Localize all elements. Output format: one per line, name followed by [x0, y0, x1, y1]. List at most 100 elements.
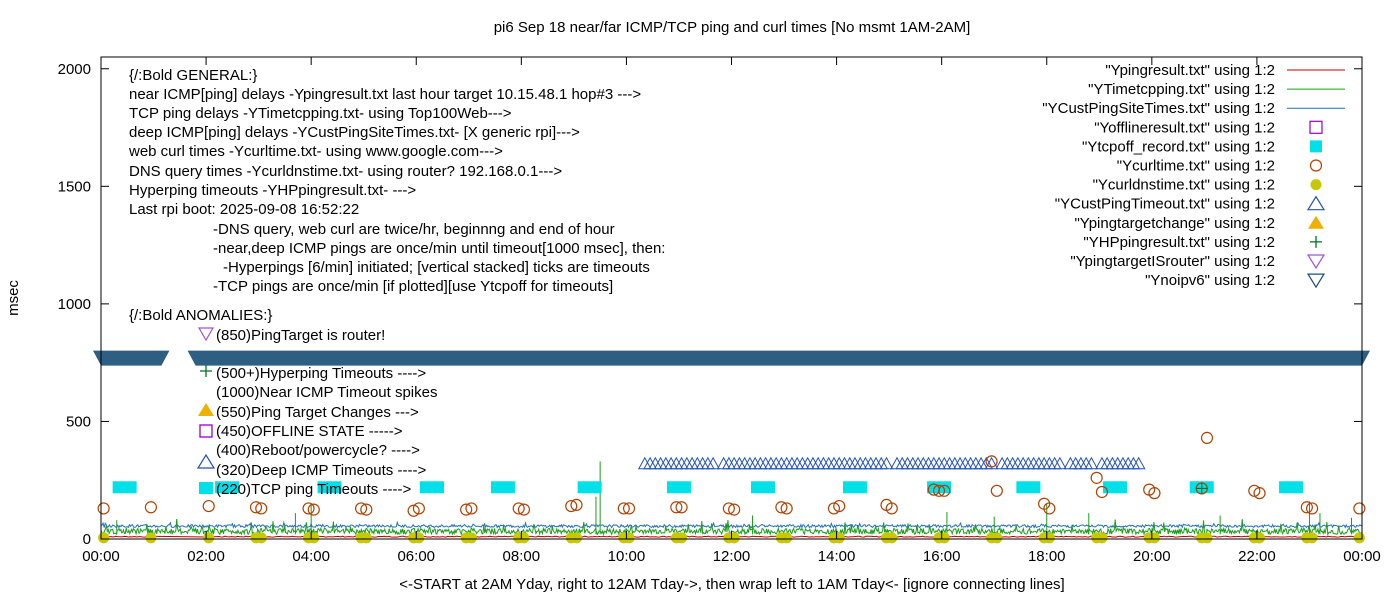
annotation-text: Last rpi boot: 2025-09-08 16:52:22	[129, 201, 359, 218]
x-tick-label: 18:00	[1028, 548, 1066, 565]
ytcpoff-point	[842, 481, 867, 494]
ytcpoff-point	[577, 481, 602, 494]
ycurltime-point	[302, 502, 315, 515]
ycurldnstime-point	[1201, 532, 1213, 544]
y-axis-label: msec	[5, 280, 22, 316]
ytcpoff-point	[751, 481, 776, 494]
x-tick-label: 02:00	[187, 548, 225, 565]
legend-marker-filled-circle	[1310, 179, 1322, 191]
annotation-text: TCP ping delays -YTimetcpping.txt- using…	[129, 105, 512, 122]
ycurldnstime-point	[623, 532, 635, 544]
ytcpoff-point	[666, 481, 691, 494]
ycurltime-point	[722, 502, 735, 515]
annotation-text: near ICMP[ping] delays -Ypingresult.txt …	[129, 86, 641, 103]
ytcpoff-point	[490, 481, 515, 494]
legend-label: "YTimetcpping.txt" using 1:2	[1088, 81, 1275, 98]
ycurltime-point	[354, 502, 368, 515]
ycurltime-point	[517, 503, 531, 516]
ycurldnstime-point	[1306, 532, 1318, 544]
ycurldnstime-point	[1254, 532, 1266, 544]
ycurltime-point	[885, 502, 898, 515]
ycurltime-point	[622, 502, 636, 515]
anno-offline-icon	[199, 424, 213, 438]
x-tick-label: 04:00	[292, 548, 330, 565]
ycurltime-point	[512, 502, 525, 515]
annotation-text: (550)Ping Target Changes --->	[216, 404, 419, 421]
y-tick-label: 1500	[58, 178, 91, 195]
legend-marker-open-down-triangle	[1306, 273, 1326, 289]
x-tick-label: 16:00	[923, 548, 961, 565]
x-tick-label: 14:00	[818, 548, 856, 565]
y-tick-label: 1000	[58, 296, 91, 313]
annotation-text: DNS query times -Ycurldnstime.txt- using…	[129, 163, 562, 180]
legend-label: "YHPpingresult.txt" using 1:2	[1083, 234, 1275, 251]
legend-label: "Ycurldnstime.txt" using 1:2	[1093, 177, 1275, 194]
ycurltime-point	[144, 501, 158, 514]
legend-label: "Yofflineresult.txt" using 1:2	[1094, 119, 1275, 136]
x-tick-label: 12:00	[713, 548, 751, 565]
annotation-text: (320)Deep ICMP Timeouts ---->	[216, 462, 426, 479]
ycurltime-point	[670, 501, 683, 514]
marks-layer	[93, 350, 1371, 544]
x-tick-label: 06:00	[397, 548, 435, 565]
ycurltime-point	[990, 484, 1003, 497]
ycurltime-point	[407, 504, 420, 517]
ycurltime-point	[780, 502, 793, 515]
ycurltime-point	[460, 503, 473, 516]
ycurltime-point	[1300, 501, 1313, 514]
ytcpoff-point	[215, 481, 240, 494]
ycurltime-point	[465, 502, 478, 515]
ycurltime-point	[833, 499, 846, 513]
ycurldnstime-point	[203, 532, 215, 544]
ycurldnstime-point	[1353, 532, 1365, 544]
ycurltime-point	[255, 502, 268, 515]
ycurltime-point	[1148, 487, 1161, 500]
legend-label: "Ynoipv6" using 1:2	[1145, 272, 1275, 289]
legend-label: "Ypingresult.txt" using 1:2	[1105, 62, 1275, 79]
ynoipv6-band-right	[187, 350, 1371, 366]
annotation-text: -DNS query, web curl are twice/hr, begin…	[213, 221, 615, 238]
ycurltime-point	[249, 501, 263, 514]
ycurltime-point	[1305, 502, 1319, 515]
annotation-text: (450)OFFLINE STATE ----->	[216, 423, 403, 440]
annotation-text: Hyperping timeouts -YHPpingresult.txt- -…	[129, 182, 416, 199]
ycurldnstime-point	[728, 532, 740, 544]
ycurltime-point	[728, 503, 741, 516]
ycurldnstime-point	[1043, 532, 1055, 544]
y-tick-label: 500	[66, 413, 91, 430]
ycurltime-point	[617, 502, 630, 515]
ytcpoff-point	[1279, 481, 1304, 494]
ycustpingsitetimes-series-line	[100, 520, 1363, 529]
legend-marker-open-circle	[1309, 159, 1323, 172]
ycurltime-point	[202, 499, 215, 513]
x-tick-label: 08:00	[503, 548, 541, 565]
legend-marker-plus	[1310, 235, 1322, 248]
x-tick-label: 20:00	[1133, 548, 1171, 565]
anno-targetchange-icon	[198, 403, 214, 416]
legend-marker-open-square	[1309, 120, 1323, 134]
ycurldnstime-point	[465, 532, 477, 544]
ycurltime-point	[985, 455, 998, 468]
ycurldnstime-point	[676, 532, 688, 544]
annotation-text: (500+)Hyperping Timeouts ---->	[216, 365, 426, 382]
legend-marker-open-triangle	[1306, 195, 1326, 211]
ycurltime-point	[1043, 502, 1056, 515]
chart-title: pi6 Sep 18 near/far ICMP/TCP ping and cu…	[494, 19, 971, 36]
ycurldnstime-point	[360, 532, 372, 544]
ycurldnstime-point	[145, 532, 157, 544]
ycurldnstime-point	[781, 532, 793, 544]
ycurldnstime-point	[1096, 532, 1108, 544]
ycurltime-point	[97, 502, 110, 515]
ycurldnstime-point	[991, 532, 1003, 544]
ycustpingtimeout-point	[984, 456, 999, 470]
ycurltime-point	[1253, 487, 1266, 500]
ycurltime-point	[565, 499, 578, 513]
annotation-text: (400)Reboot/powercycle? ---->	[216, 442, 420, 459]
ycurltime-point	[1095, 485, 1109, 499]
annotation-text: {/:Bold ANOMALIES:}	[129, 307, 272, 324]
annotation-text: {/:Bold GENERAL:}	[129, 67, 257, 84]
ycurltime-point	[827, 502, 841, 515]
legend: "Ypingresult.txt" using 1:2 "YTimetcpping…	[1042, 62, 1345, 289]
x-axis-label: <-START at 2AM Yday, right to 12AM Tday-…	[399, 576, 1064, 593]
ycurldnstime-point	[98, 532, 110, 544]
